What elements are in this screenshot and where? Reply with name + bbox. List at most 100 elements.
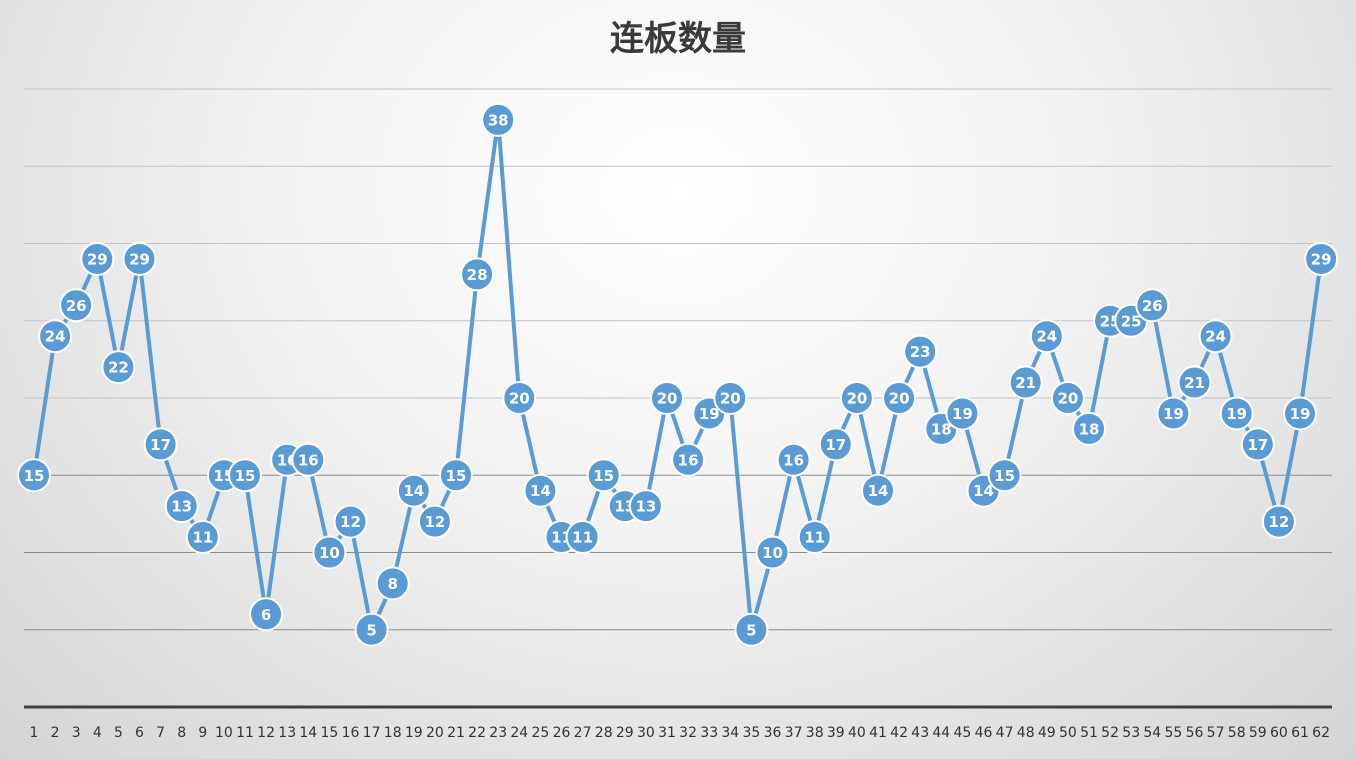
data-point-43 (903, 334, 938, 369)
x-tick-label-39: 39 (827, 725, 845, 741)
x-tick-label-36: 36 (764, 725, 782, 741)
data-point-45 (945, 396, 980, 431)
data-point-7 (143, 427, 178, 462)
x-tick-label-33: 33 (700, 725, 718, 741)
data-point-9 (185, 520, 220, 555)
data-point-21 (439, 458, 473, 493)
data-point-51 (1072, 411, 1106, 446)
data-label-32: 16 (678, 451, 699, 469)
data-point-12 (249, 597, 284, 632)
x-tick-label-24: 24 (510, 725, 528, 741)
x-tick-label-19: 19 (405, 725, 423, 741)
x-tick-label-58: 58 (1228, 725, 1246, 741)
data-label-56: 21 (1184, 374, 1205, 392)
data-point-61 (1283, 396, 1317, 431)
x-tick-label-26: 26 (553, 725, 571, 741)
data-point-28 (586, 458, 621, 493)
x-tick-label-43: 43 (911, 725, 929, 741)
data-label-6: 29 (129, 250, 150, 268)
x-tick-label-48: 48 (1017, 725, 1035, 741)
x-tick-label-41: 41 (869, 725, 887, 741)
data-label-23: 38 (488, 111, 509, 129)
data-label-54: 26 (1142, 297, 1163, 315)
data-point-27 (565, 520, 600, 555)
x-tick-label-9: 9 (198, 725, 207, 741)
data-label-41: 14 (868, 482, 889, 500)
x-tick-label-5: 5 (114, 725, 123, 741)
data-point-54 (1135, 288, 1170, 323)
data-label-59: 17 (1247, 436, 1268, 454)
data-label-18: 8 (387, 575, 397, 593)
x-tick-label-15: 15 (320, 725, 338, 741)
x-tick-label-22: 22 (468, 725, 486, 741)
x-tick-label-20: 20 (426, 725, 444, 741)
data-point-38 (797, 520, 832, 555)
x-tick-label-11: 11 (236, 725, 254, 741)
x-tick-label-47: 47 (996, 725, 1014, 741)
x-tick-label-30: 30 (637, 725, 655, 741)
data-point-1 (17, 458, 51, 493)
data-label-62: 29 (1311, 250, 1332, 268)
data-label-8: 13 (171, 498, 192, 516)
data-point-20 (417, 504, 452, 539)
data-point-39 (818, 427, 853, 462)
data-label-58: 19 (1226, 405, 1247, 423)
data-label-43: 23 (910, 343, 931, 361)
x-tick-label-40: 40 (848, 725, 866, 741)
data-label-36: 10 (762, 544, 783, 562)
data-point-30 (628, 489, 663, 524)
data-point-17 (354, 612, 389, 647)
data-label-11: 15 (235, 467, 256, 485)
data-point-3 (59, 288, 94, 323)
x-tick-label-35: 35 (742, 725, 760, 741)
data-point-23 (481, 102, 516, 137)
x-tick-label-50: 50 (1059, 725, 1077, 741)
x-tick-label-32: 32 (679, 725, 697, 741)
data-label-15: 10 (319, 544, 340, 562)
data-point-59 (1240, 427, 1275, 462)
x-tick-label-31: 31 (658, 725, 676, 741)
x-tick-label-16: 16 (342, 725, 360, 741)
data-point-16 (333, 504, 368, 539)
data-label-22: 28 (467, 266, 488, 284)
x-tick-label-25: 25 (531, 725, 549, 741)
data-label-1: 15 (24, 467, 45, 485)
x-tick-label-8: 8 (177, 725, 186, 741)
data-point-47 (987, 458, 1022, 493)
x-tick-label-55: 55 (1164, 725, 1182, 741)
x-tick-label-4: 4 (93, 725, 102, 741)
data-label-9: 11 (192, 529, 213, 547)
data-label-39: 17 (825, 436, 846, 454)
data-label-24: 20 (509, 390, 530, 408)
data-point-35 (734, 612, 769, 647)
data-label-44: 18 (931, 420, 952, 438)
data-point-6 (122, 241, 157, 276)
x-tick-label-45: 45 (953, 725, 971, 741)
x-tick-label-34: 34 (721, 725, 739, 741)
data-label-55: 19 (1163, 405, 1184, 423)
x-tick-label-62: 62 (1312, 725, 1330, 741)
data-label-49: 24 (1036, 328, 1057, 346)
data-point-34 (713, 381, 748, 415)
x-tick-label-38: 38 (806, 725, 824, 741)
x-tick-label-28: 28 (595, 725, 613, 741)
data-point-57 (1198, 319, 1233, 354)
data-label-17: 5 (366, 621, 376, 639)
data-point-62 (1304, 241, 1339, 276)
data-point-37 (776, 442, 811, 477)
data-point-8 (164, 489, 199, 524)
data-point-50 (1050, 381, 1085, 415)
x-tick-label-51: 51 (1080, 725, 1098, 741)
x-tick-label-23: 23 (489, 725, 507, 741)
data-point-36 (755, 535, 790, 570)
x-tick-label-18: 18 (384, 725, 402, 741)
data-label-50: 20 (1057, 390, 1078, 408)
data-label-21: 15 (446, 467, 467, 485)
data-label-5: 22 (108, 359, 129, 377)
data-label-16: 12 (340, 513, 361, 531)
data-point-25 (523, 473, 558, 508)
data-point-15 (312, 535, 347, 570)
data-label-31: 20 (657, 390, 678, 408)
data-label-46: 14 (973, 482, 994, 500)
